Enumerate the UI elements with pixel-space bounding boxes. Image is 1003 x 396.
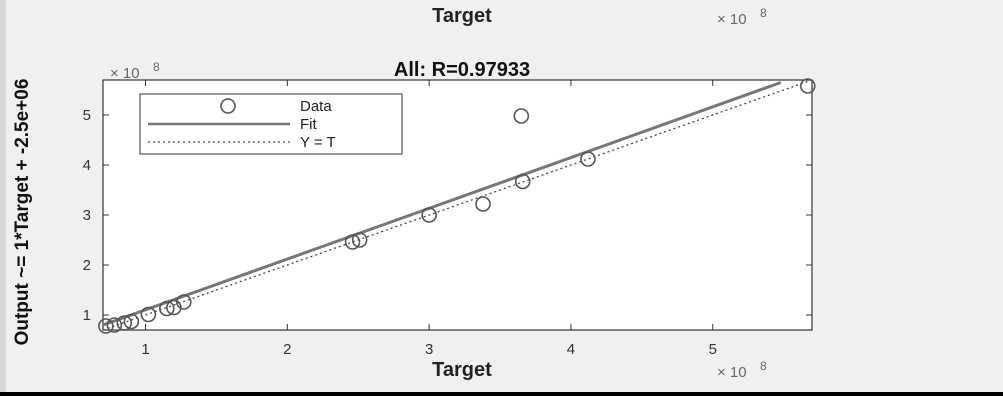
- data-points: [98, 78, 816, 334]
- y-tick-label: 2: [83, 257, 91, 274]
- data-point: [123, 313, 140, 330]
- top-multiplier-exponent: 8: [760, 6, 767, 20]
- legend-label-yt: Y = T: [300, 134, 336, 151]
- bottom-rule: [0, 392, 1003, 396]
- y-tick-label: 4: [83, 157, 91, 174]
- x-multiplier-exponent: 8: [760, 359, 767, 373]
- data-point: [98, 318, 114, 334]
- y-multiplier-base: × 10: [110, 65, 140, 82]
- data-point: [799, 78, 816, 94]
- left-edge-strip: [0, 0, 6, 392]
- x-multiplier: × 10 8: [717, 359, 767, 381]
- y-tick-label: 3: [83, 207, 91, 224]
- data-point: [116, 315, 133, 331]
- x-tick-label: 2: [283, 341, 291, 358]
- data-point: [513, 108, 530, 124]
- x-tick-label: 4: [567, 341, 575, 358]
- y-axis: 1 2 3 4 5: [83, 107, 812, 324]
- data-point: [580, 151, 596, 167]
- data-point: [421, 207, 437, 223]
- x-axis: 1 2 3 4 5: [141, 80, 717, 358]
- legend: Data Fit Y = T: [139, 93, 403, 155]
- series-lines: [102, 79, 813, 331]
- y-tick-label: 5: [83, 107, 91, 124]
- chart-title: All: R=0.97933: [394, 59, 530, 81]
- x-multiplier-base: × 10: [717, 364, 747, 381]
- top-multiplier: × 10 8: [717, 6, 767, 28]
- legend-label-data: Data: [300, 98, 332, 115]
- fit-line: [102, 81, 782, 327]
- data-point: [351, 232, 368, 248]
- x-tick-label: 1: [141, 341, 149, 358]
- data-point: [475, 196, 491, 212]
- legend-label-fit: Fit: [300, 116, 317, 133]
- x-axis-label: Target: [432, 359, 492, 381]
- top-multiplier-base: × 10: [717, 11, 747, 28]
- legend-data-marker: [220, 98, 236, 114]
- identity-line: [102, 79, 813, 331]
- x-tick-label: 5: [709, 341, 717, 358]
- top-target-label: Target: [432, 5, 492, 27]
- data-point: [106, 317, 123, 333]
- y-multiplier: × 10 8: [110, 60, 160, 82]
- data-point: [159, 300, 175, 317]
- y-axis-label: Output ~= 1*Target + -2.5e+06: [12, 79, 33, 346]
- data-point: [140, 306, 157, 323]
- y-multiplier-exponent: 8: [153, 60, 160, 74]
- data-point: [176, 294, 192, 310]
- y-tick-label: 1: [83, 307, 91, 324]
- data-point: [514, 173, 531, 190]
- data-point: [344, 234, 361, 250]
- x-tick-label: 3: [425, 341, 433, 358]
